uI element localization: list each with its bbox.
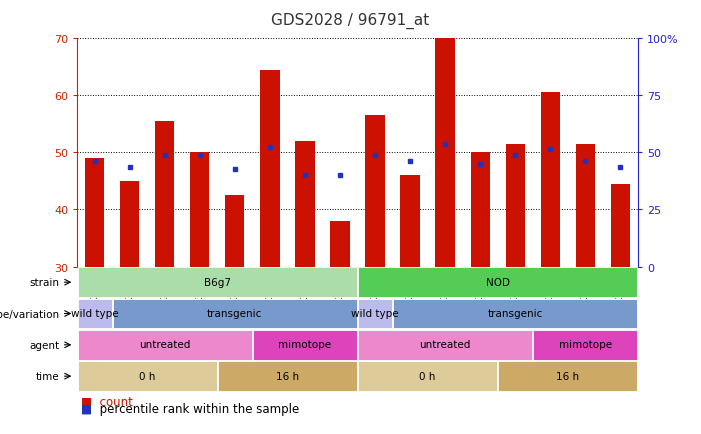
Text: 0 h: 0 h [139, 371, 156, 381]
Text: transgenic: transgenic [488, 309, 543, 318]
Bar [190, 153, 210, 267]
Text: 0 h: 0 h [419, 371, 436, 381]
Text: 16 h: 16 h [276, 371, 299, 381]
Bar [611, 184, 630, 267]
Bar [365, 116, 385, 267]
Text: ■: ■ [81, 402, 92, 415]
Bar [435, 39, 455, 267]
Bar [295, 141, 315, 267]
Text: mimotope: mimotope [559, 340, 612, 349]
Text: NOD: NOD [486, 277, 510, 287]
Text: ■  count: ■ count [81, 395, 132, 408]
Text: GDS2028 / 96791_at: GDS2028 / 96791_at [271, 13, 430, 29]
Text: untreated: untreated [139, 340, 191, 349]
Text: strain: strain [29, 278, 60, 287]
Text: genotype/variation: genotype/variation [0, 309, 60, 319]
Bar [505, 145, 525, 267]
Bar [470, 153, 490, 267]
Bar [85, 159, 104, 267]
Bar [576, 145, 595, 267]
Text: agent: agent [29, 340, 60, 350]
Bar [260, 70, 280, 267]
Text: mimotope: mimotope [278, 340, 332, 349]
Text: wild type: wild type [351, 309, 399, 318]
Text: transgenic: transgenic [207, 309, 262, 318]
Text: ■  percentile rank within the sample: ■ percentile rank within the sample [81, 402, 299, 415]
Bar [155, 122, 175, 267]
Text: wild type: wild type [71, 309, 118, 318]
Bar [120, 181, 139, 267]
Bar [400, 176, 420, 267]
Text: B6g7: B6g7 [204, 277, 231, 287]
Text: time: time [36, 372, 60, 381]
Bar [540, 93, 560, 267]
Bar [330, 221, 350, 267]
Bar [225, 196, 245, 267]
Text: 16 h: 16 h [557, 371, 579, 381]
Text: untreated: untreated [419, 340, 471, 349]
